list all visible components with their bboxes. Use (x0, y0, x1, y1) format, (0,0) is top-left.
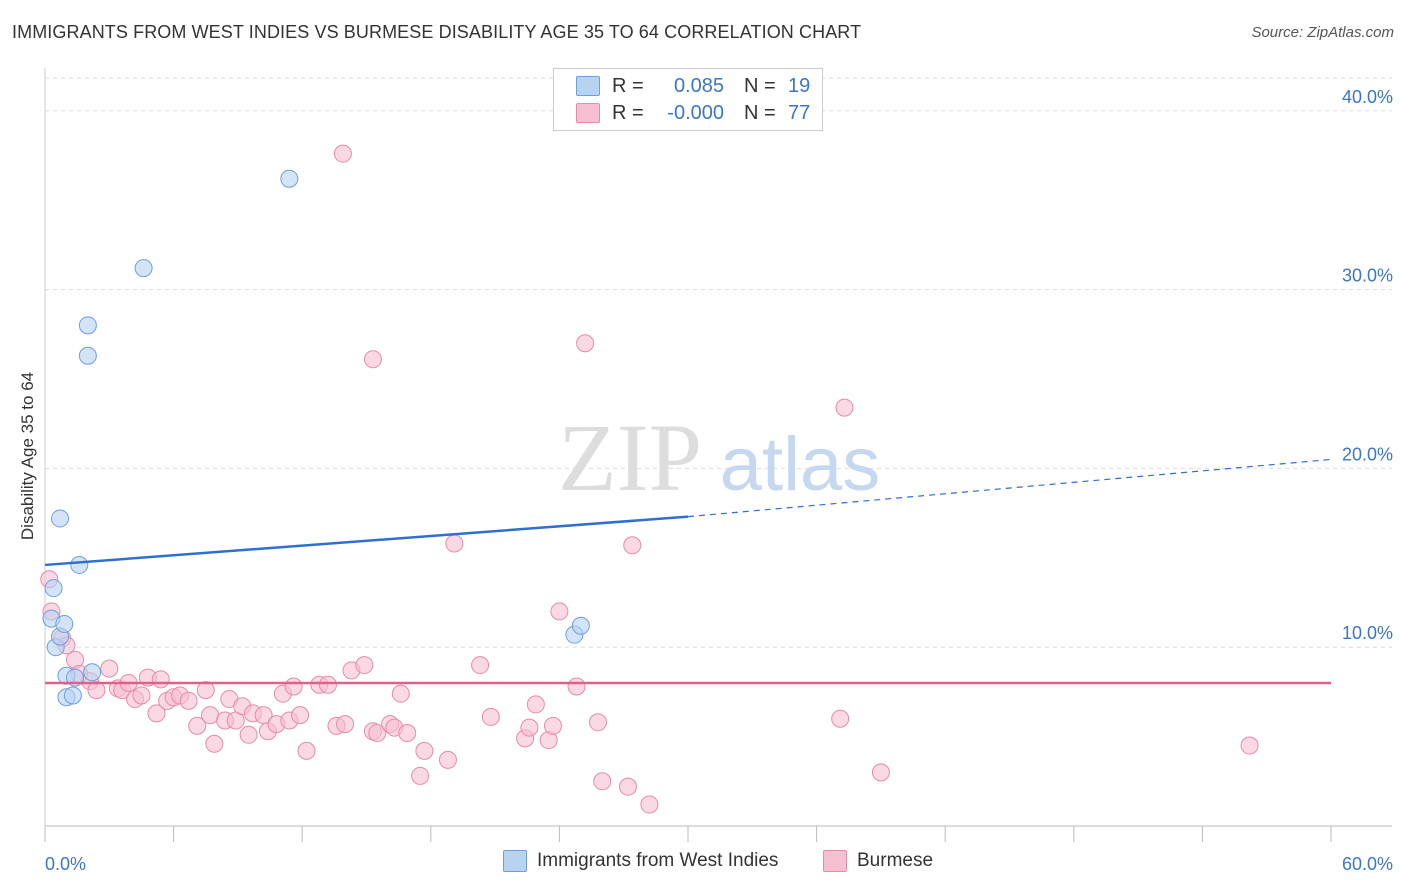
burmese-point (471, 656, 490, 675)
west-indies-point (63, 686, 82, 705)
west-indies-point (78, 346, 97, 365)
burmese-point (835, 398, 854, 417)
burmese-point (871, 763, 890, 782)
correlation-legend: R = 0.085 N = 19 R = -0.000 N = 77 (553, 68, 823, 131)
trend-lines (44, 458, 1332, 685)
burmese-point (640, 795, 659, 814)
watermark-atlas: atlas (720, 422, 881, 507)
burmese-point (411, 766, 430, 785)
burmese-point (368, 724, 387, 743)
west-indies-point (51, 509, 70, 528)
burmese-point (333, 144, 352, 163)
burmese-point (318, 675, 337, 694)
legend-n-value: 19 (788, 74, 811, 97)
burmese-point (526, 695, 545, 714)
burmese-point (297, 741, 316, 760)
burmese-point (398, 724, 417, 743)
axes (44, 68, 1392, 842)
chart-title: IMMIGRANTS FROM WEST INDIES VS BURMESE D… (12, 22, 862, 42)
burmese-point (284, 677, 303, 696)
legend-row-west-indies: R = 0.085 N = 19 (576, 73, 810, 99)
west-indies-point (280, 169, 299, 188)
burmese-point (481, 707, 500, 726)
y-tick-label: 30.0% (1342, 266, 1393, 286)
west-indies-point (571, 616, 590, 635)
burmese-point (205, 734, 224, 753)
legend-r-label: R = (612, 74, 644, 97)
burmese-point (618, 777, 637, 796)
burmese-point (588, 713, 607, 732)
burmese-point (445, 534, 464, 553)
west-indies-trend-line (44, 515, 689, 567)
west-indies-point (55, 614, 74, 633)
tick-labels: 10.0% 20.0% 30.0% 40.0% 0.0% 60.0% (45, 87, 1393, 874)
west-indies-point (78, 316, 97, 335)
burmese-point (188, 716, 207, 735)
west-indies-points (42, 169, 590, 707)
west-indies-point (83, 663, 102, 682)
burmese-point (132, 686, 151, 705)
west-indies-trend-extension (687, 458, 1332, 518)
y-tick-label: 10.0% (1342, 623, 1393, 643)
legend-r-value: 0.085 (673, 74, 724, 97)
burmese-point (196, 681, 215, 700)
burmese-point (147, 704, 166, 723)
legend-item-west-indies: Immigrants from West Indies (503, 850, 778, 872)
burmese-point (363, 350, 382, 369)
burmese-point (355, 656, 374, 675)
burmese-point (543, 716, 562, 735)
series-legend: Immigrants from West Indies Burmese (0, 850, 1406, 878)
x-tick-label: 0.0% (45, 854, 86, 874)
burmese-point (336, 715, 355, 734)
legend-swatch-blue (576, 76, 600, 96)
burmese-point (239, 725, 258, 744)
watermark-zip: ZIP (558, 404, 702, 511)
source-credit: Source: ZipAtlas.com (1251, 24, 1394, 41)
legend-r-label: R = (612, 101, 644, 124)
burmese-point (100, 659, 119, 678)
burmese-point (151, 670, 170, 689)
burmese-point (438, 750, 457, 769)
legend-n-value: 77 (788, 101, 811, 124)
burmese-point (567, 677, 586, 696)
x-tick-label: 60.0% (1342, 854, 1393, 874)
burmese-point (520, 718, 539, 737)
burmese-point (831, 709, 850, 728)
burmese-point (1240, 736, 1259, 755)
burmese-point (415, 741, 434, 760)
legend-swatch-pink (823, 850, 847, 872)
west-indies-point (44, 579, 63, 598)
burmese-point (391, 684, 410, 703)
legend-row-burmese: R = -0.000 N = 77 (576, 100, 810, 126)
burmese-point (576, 334, 595, 353)
west-indies-point (70, 555, 89, 574)
burmese-point (201, 706, 220, 725)
burmese-point (179, 691, 198, 710)
legend-r-value: -0.000 (667, 101, 724, 124)
burmese-point (623, 536, 642, 555)
legend-label-burmese: Burmese (857, 850, 934, 871)
gridlines (45, 77, 1392, 648)
legend-label-west-indies: Immigrants from West Indies (537, 850, 779, 871)
burmese-point (87, 681, 106, 700)
west-indies-point (134, 259, 153, 278)
legend-n-label: N = (744, 101, 776, 124)
y-axis-label: Disability Age 35 to 64 (18, 371, 37, 541)
legend-item-burmese: Burmese (823, 850, 933, 872)
burmese-point (291, 706, 310, 725)
legend-swatch-blue (503, 850, 527, 872)
legend-n-label: N = (744, 74, 776, 97)
y-tick-label: 20.0% (1342, 444, 1393, 464)
legend-swatch-pink (576, 103, 600, 123)
burmese-point (593, 772, 612, 791)
y-tick-label: 40.0% (1342, 87, 1393, 107)
watermark: ZIP atlas (558, 404, 880, 511)
burmese-point (550, 602, 569, 621)
